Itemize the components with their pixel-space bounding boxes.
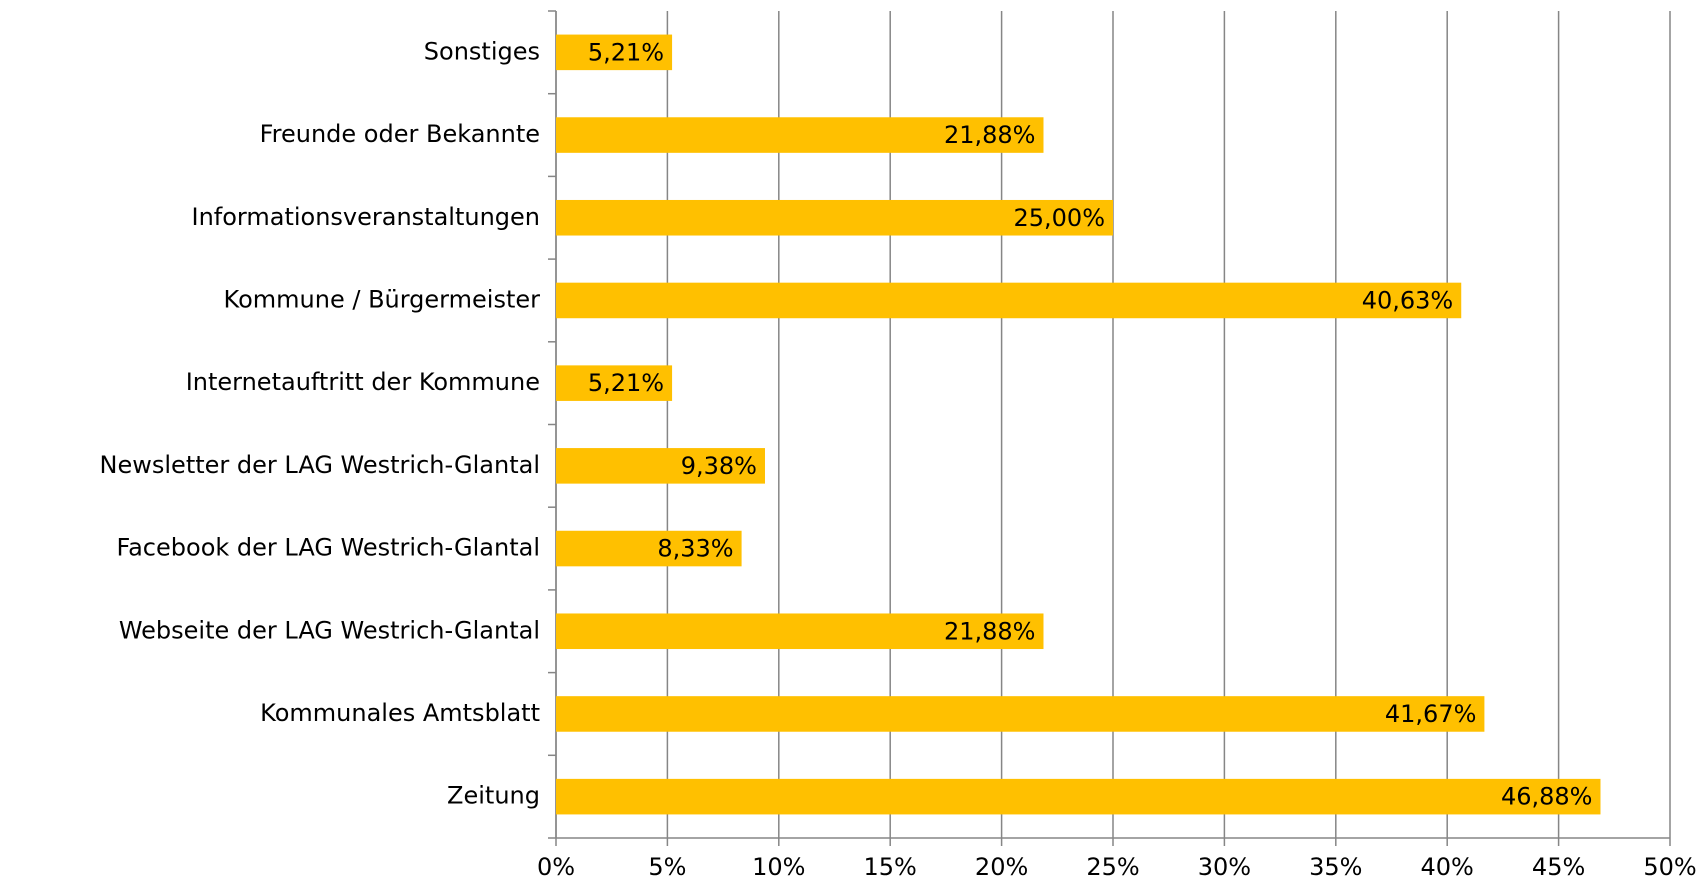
bar	[556, 34, 673, 71]
y-tick-label: Kommune / Bürgermeister	[224, 285, 541, 313]
bar	[556, 365, 673, 401]
x-tick-label: 40%	[1421, 853, 1474, 878]
data-label: 40,63%	[1362, 286, 1454, 314]
y-tick-label: Informationsveranstaltungen	[191, 203, 540, 231]
x-tick-label: 20%	[975, 853, 1028, 878]
data-label: 21,88%	[944, 617, 1036, 645]
data-label: 21,88%	[944, 121, 1036, 149]
data-label: 8,33%	[657, 535, 733, 563]
x-tick-label: 50%	[1643, 853, 1696, 878]
y-tick-label: Freunde oder Bekannte	[260, 120, 540, 148]
data-label: 41,67%	[1385, 700, 1477, 728]
bar	[556, 613, 1044, 650]
bar	[556, 696, 1485, 732]
y-tick-label: Webseite der LAG Westrich-Glantal	[119, 616, 540, 644]
x-tick-label: 35%	[1309, 853, 1362, 878]
y-tick-label: Internetauftritt der Kommune	[186, 368, 540, 396]
bar	[556, 778, 1601, 815]
data-label: 46,88%	[1501, 783, 1593, 811]
data-label: 25,00%	[1013, 204, 1105, 232]
x-tick-label: 30%	[1198, 853, 1251, 878]
y-tick-label: Facebook der LAG Westrich-Glantal	[117, 534, 541, 562]
x-tick-label: 25%	[1086, 853, 1139, 878]
x-tick-label: 0%	[537, 853, 575, 878]
data-label: 9,38%	[681, 452, 757, 480]
bar	[556, 199, 1113, 236]
data-label: 5,21%	[588, 369, 664, 397]
bar	[556, 117, 1044, 153]
x-tick-label: 15%	[864, 853, 917, 878]
data-label: 5,21%	[588, 38, 664, 66]
y-tick-label: Zeitung	[447, 782, 540, 810]
bar	[556, 282, 1462, 319]
x-tick-label: 5%	[648, 853, 686, 878]
x-tick-label: 10%	[752, 853, 805, 878]
bar	[556, 448, 765, 484]
y-tick-label: Sonstiges	[424, 37, 540, 65]
y-tick-label: Newsletter der LAG Westrich-Glantal	[100, 451, 540, 479]
bar	[556, 530, 742, 567]
x-tick-label: 45%	[1532, 853, 1585, 878]
y-tick-label: Kommunales Amtsblatt	[260, 699, 540, 727]
